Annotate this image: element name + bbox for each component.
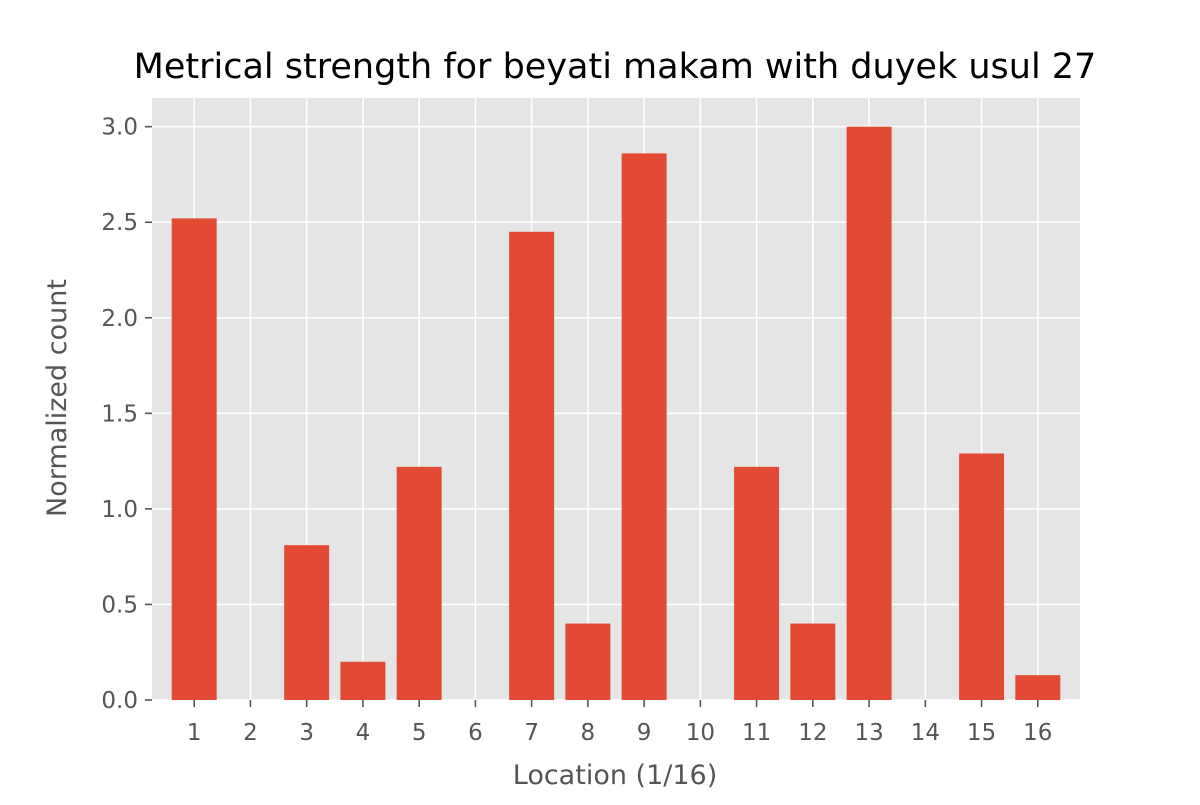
bar-location-9 — [621, 153, 667, 700]
x-tick-label: 14 — [911, 720, 940, 746]
x-tick-label: 1 — [187, 720, 202, 746]
x-tick-label: 13 — [854, 720, 883, 746]
x-tick-label: 16 — [1023, 720, 1052, 746]
bars — [171, 126, 1061, 700]
y-tick-label: 1.5 — [101, 401, 138, 427]
y-axis-label: Normalized count — [42, 279, 73, 517]
bar-location-5 — [396, 466, 442, 700]
x-tick-label: 4 — [356, 720, 371, 746]
x-tick-label: 9 — [637, 720, 652, 746]
bar-location-3 — [284, 545, 330, 700]
x-tick-label: 7 — [524, 720, 539, 746]
x-tick-label: 11 — [742, 720, 771, 746]
y-tick-label: 1.0 — [101, 497, 138, 523]
x-tick-label: 10 — [686, 720, 715, 746]
x-axis-label: Location (1/16) — [513, 760, 717, 791]
y-axis-ticks: 0.0 0.5 1.0 1.5 2.0 2.5 3.0 — [101, 115, 152, 714]
x-tick-label: 3 — [299, 720, 314, 746]
x-tick-label: 15 — [967, 720, 996, 746]
x-axis-ticks: 1 2 3 4 5 6 7 8 9 10 11 12 13 14 15 16 — [187, 700, 1052, 746]
bar-location-12 — [790, 623, 836, 700]
x-tick-label: 6 — [468, 720, 483, 746]
y-tick-label: 2.5 — [101, 210, 138, 236]
y-tick-label: 2.0 — [101, 306, 138, 332]
bar-location-1 — [171, 218, 217, 700]
y-tick-label: 0.5 — [101, 592, 138, 618]
x-tick-label: 12 — [798, 720, 827, 746]
bar-location-15 — [959, 453, 1005, 700]
y-tick-label: 0.0 — [101, 688, 138, 714]
bar-location-11 — [734, 466, 780, 700]
x-tick-label: 2 — [243, 720, 258, 746]
bar-location-16 — [1015, 675, 1061, 700]
x-tick-label: 5 — [412, 720, 427, 746]
bar-location-4 — [340, 661, 386, 700]
bar-location-8 — [565, 623, 611, 700]
chart-title: Metrical strength for beyati makam with … — [134, 47, 1097, 87]
bar-location-13 — [846, 126, 892, 700]
x-tick-label: 8 — [581, 720, 596, 746]
bar-location-7 — [509, 231, 555, 700]
y-tick-label: 3.0 — [101, 115, 138, 141]
